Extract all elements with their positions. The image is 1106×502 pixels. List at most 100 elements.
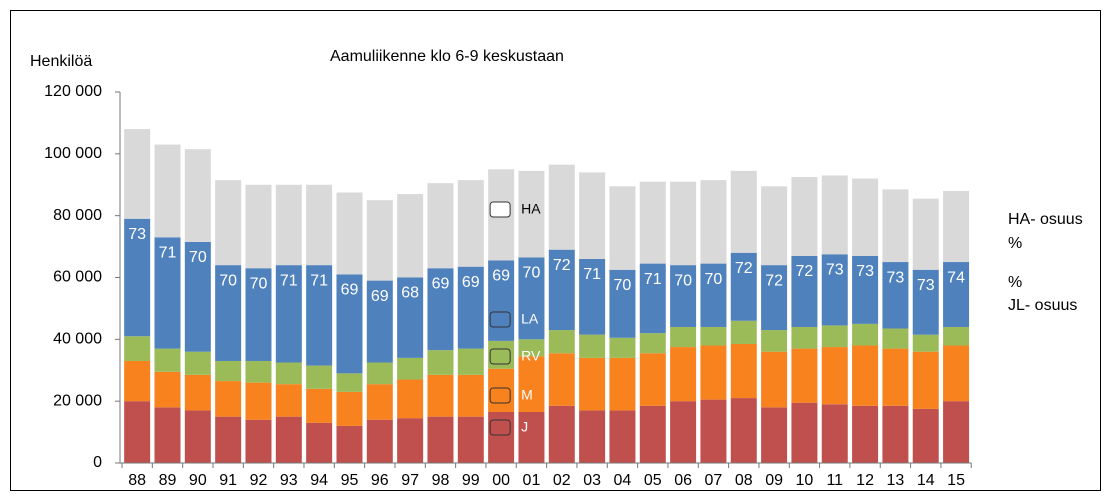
x-tick-label: 99 (462, 472, 480, 489)
bar-segment (275, 362, 302, 385)
x-tick-label: 00 (492, 472, 510, 489)
jl-share-label: 73 (128, 226, 146, 243)
bar-segment (306, 365, 333, 389)
bar-segment (730, 170, 757, 253)
bar-segment (670, 347, 697, 402)
x-tick-label: 13 (887, 472, 905, 489)
x-tick-label: 06 (674, 472, 692, 489)
jl-share-label: 72 (735, 260, 753, 277)
bar-segment (275, 416, 302, 463)
jl-share-label: 69 (462, 274, 480, 291)
bar-segment (124, 336, 151, 361)
jl-share-label: 73 (917, 277, 935, 294)
bar-segment (518, 339, 545, 357)
bar-segment (943, 326, 970, 346)
y-tick-label: 20 000 (53, 392, 102, 409)
bar-segment (548, 330, 575, 354)
x-tick-label: 94 (310, 472, 328, 489)
x-tick-label: 04 (614, 472, 632, 489)
legend-label: J (521, 419, 528, 435)
x-tick-label: 89 (159, 472, 177, 489)
bar-segment (609, 186, 636, 270)
bar-segment (427, 374, 454, 417)
bar-segment (700, 345, 727, 400)
y-tick-label: 0 (93, 454, 102, 471)
bar-segment (366, 384, 393, 420)
bar-segment (852, 255, 879, 324)
bar-segment (306, 184, 333, 266)
bar-segment (427, 268, 454, 351)
bar-segment (579, 172, 606, 259)
bar-segment (457, 348, 484, 375)
bar-segment (124, 129, 151, 219)
x-tick-label: 88 (128, 472, 146, 489)
bar-segment (639, 405, 666, 463)
bar-segment (184, 410, 211, 463)
bar-segment (245, 419, 272, 463)
jl-share-label: 70 (674, 272, 692, 289)
bar-segment (943, 401, 970, 463)
x-tick-label: 91 (219, 472, 237, 489)
jl-share-label: 70 (705, 271, 723, 288)
bar-segment (670, 181, 697, 266)
bar-segment (639, 263, 666, 334)
bar-segment (366, 419, 393, 463)
bar-segment (670, 401, 697, 463)
bar-segment (336, 192, 363, 275)
jl-share-label: 71 (280, 272, 298, 289)
bar-segment (457, 266, 484, 349)
bar-segment (306, 422, 333, 463)
bar-segment (882, 189, 909, 263)
bar-segment (700, 399, 727, 463)
bar-segment (912, 334, 939, 352)
bar-segment (670, 326, 697, 348)
bar-segment (912, 351, 939, 409)
frame (10, 10, 1101, 491)
bar-segment (639, 181, 666, 264)
jl-share-label: 71 (159, 245, 177, 262)
bar-segment (306, 388, 333, 423)
y-tick-label: 60 000 (53, 269, 102, 286)
jl-share-label: 70 (250, 275, 268, 292)
bar-segment (943, 190, 970, 263)
x-tick-label: 15 (947, 472, 965, 489)
bar-segment (730, 398, 757, 463)
x-tick-label: 98 (432, 472, 450, 489)
jl-share-label: 68 (401, 285, 419, 302)
bar-segment (548, 249, 575, 331)
bar-segment (215, 180, 242, 266)
bar-segment (427, 350, 454, 375)
bar-segment (761, 407, 788, 463)
bar-segment (821, 404, 848, 463)
x-tick-label: 09 (765, 472, 783, 489)
bar-segment (184, 351, 211, 375)
bar-segment (215, 416, 242, 463)
bar-segment (518, 356, 545, 412)
x-tick-label: 11 (826, 472, 843, 489)
bar-segment (397, 277, 424, 358)
bar-segment (397, 418, 424, 463)
bar-segment (700, 180, 727, 264)
bar-segment (397, 357, 424, 380)
bar-segment (518, 170, 545, 258)
bar-segment (670, 265, 697, 327)
jl-share-label: 70 (219, 272, 237, 289)
bar-segment (366, 362, 393, 385)
bar-segment (184, 149, 211, 242)
legend-icon (489, 419, 511, 436)
bar-segment (579, 334, 606, 358)
x-tick-label: 92 (250, 472, 268, 489)
bar-segment (730, 252, 757, 321)
bar-segment (457, 416, 484, 463)
bar-segment (336, 373, 363, 392)
bar-segment (791, 348, 818, 403)
x-tick-label: 93 (280, 472, 298, 489)
x-tick-label: 07 (705, 472, 723, 489)
jl-share-label: 71 (583, 266, 601, 283)
y-tick-label: 100 000 (44, 145, 102, 162)
bar-segment (882, 405, 909, 463)
jl-share-label: 74 (947, 269, 965, 286)
bar-segment (943, 345, 970, 402)
annotation: JL- osuus (1008, 297, 1077, 314)
